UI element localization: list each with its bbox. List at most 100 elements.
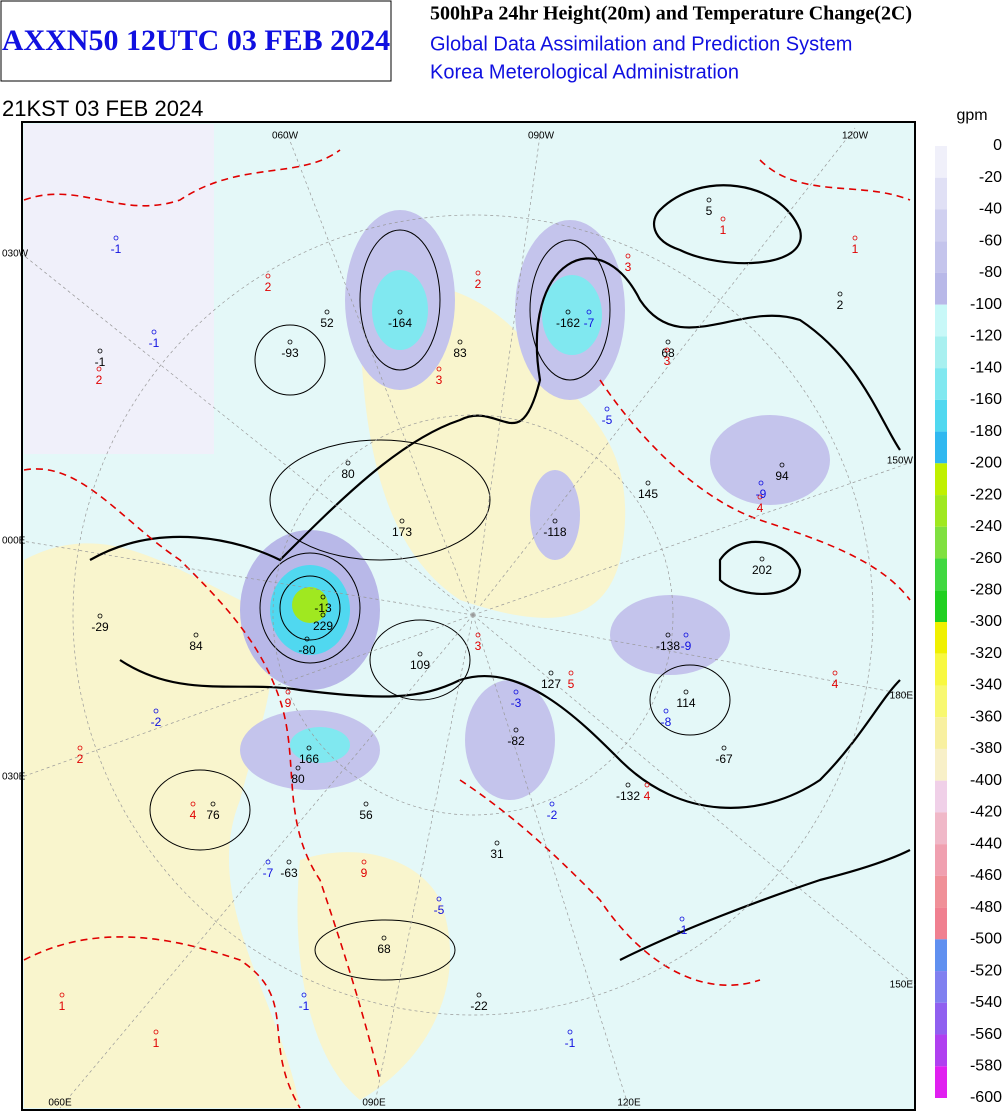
height-change-label: 56 [359,808,373,822]
station-dot [363,801,369,807]
temp-contour [599,379,911,601]
station-dot [417,651,423,657]
station-dot [625,782,631,788]
unit: gpm [956,107,987,124]
temp-change-cold-label: -1 [299,999,310,1013]
contour [119,659,901,809]
geo-label: 030E [2,772,26,783]
height-change-label: -93 [281,346,299,360]
colorbar-swatch [935,209,947,242]
station-dot [759,556,765,562]
station-dot [779,462,785,468]
station-dot [113,235,119,241]
height-change-label: 109 [410,658,430,672]
station-dot [625,253,631,259]
height-change-label: -63 [280,866,298,880]
geo-label: 120W [842,131,869,142]
temp-contour [459,779,761,986]
shade [530,470,580,560]
station-dot [663,708,669,714]
contour [259,552,361,664]
station-dot [361,859,367,865]
colorbar-label: -380 [970,740,1002,757]
geo-label: 060W [272,131,299,142]
station-dot [151,329,157,335]
colorbar-label: -420 [970,804,1002,821]
station-dot [345,460,351,466]
height-change-label: -164 [388,316,412,330]
temp-change-warm-label: 1 [153,1036,160,1050]
height-change-label: 80 [341,467,355,481]
temp-change-warm-label: 4 [757,501,764,515]
temp-change-cold-label: -1 [677,923,688,937]
station-dot [153,708,159,714]
colorbar-swatch [935,971,947,1003]
temp-change-warm-label: 2 [77,752,84,766]
temp-change-warm-label: 1 [59,999,66,1013]
height-change-label: 83 [453,346,467,360]
height-change-label: -1 [95,355,106,369]
contour [359,229,441,371]
station-dot [548,670,554,676]
station-dot [397,309,403,315]
colorbar-label: -540 [970,994,1002,1011]
colorbar-swatch [935,1066,947,1098]
temp-contour [759,159,911,201]
colorbar-label: -60 [979,232,1002,249]
contour [529,239,611,381]
map: 060W 090W 120W 030W 150W 000E 180E 030E 150E 060E… [2,121,916,1111]
height-change-label: 229 [313,619,333,633]
colorbar-label: -320 [970,645,1002,662]
colorbar-label: -580 [970,1057,1002,1074]
height-change-label: 52 [320,316,334,330]
height-change-label: 166 [299,752,319,766]
geo-label: 000E [2,536,26,547]
contour [649,664,731,736]
station-dot [720,216,726,222]
valid-time: 21KST 03 FEB 2024 [2,96,203,121]
height-change-label: 94 [775,469,789,483]
height-change-label: -29 [91,620,109,634]
station-dot [721,745,727,751]
contour [314,919,456,981]
station-dot [59,992,65,998]
shade [710,415,830,505]
agency: Korea Meterological Administration [430,61,739,83]
colorbar-label: -360 [970,708,1002,725]
geo-label: 030W [2,249,29,260]
colorbar-swatch [935,780,947,813]
station-dot [97,613,103,619]
temp-contour [23,149,341,207]
geo-label: 150E [890,980,914,991]
temp-change-warm-label: 9 [361,866,368,880]
contour [652,184,802,265]
colorbar-swatch [935,146,947,178]
station-dot [645,480,651,486]
colorbar-label: -20 [979,169,1002,186]
colorbar-label: -100 [970,296,1002,313]
station-dot [295,765,301,771]
colorbar-label: -120 [970,328,1002,345]
temp-change-cold-label: -1 [565,1036,576,1050]
temp-change-warm-label: 5 [568,677,575,691]
height-change-label: -82 [507,734,525,748]
contour [718,540,802,596]
height-change-label: -67 [715,752,733,766]
contour [619,849,911,961]
colorbar-label: -560 [970,1026,1002,1043]
colorbar-swatch [935,304,947,337]
colorbar-swatch [935,1002,947,1035]
temp-change-warm-label: 9 [285,696,292,710]
geo-label: 150W [887,456,914,467]
height-change-label: 31 [490,847,504,861]
station-dot [301,992,307,998]
temp-change-cold-label: -2 [151,715,162,729]
station-dot [193,632,199,638]
station-dot [399,518,405,524]
height-change-label: -138 [656,639,680,653]
height-change-label: 68 [377,942,391,956]
colorbar-label: -460 [970,867,1002,884]
station-dot [568,670,574,676]
station-dot [604,406,610,412]
colorbar-label: -40 [979,201,1002,218]
